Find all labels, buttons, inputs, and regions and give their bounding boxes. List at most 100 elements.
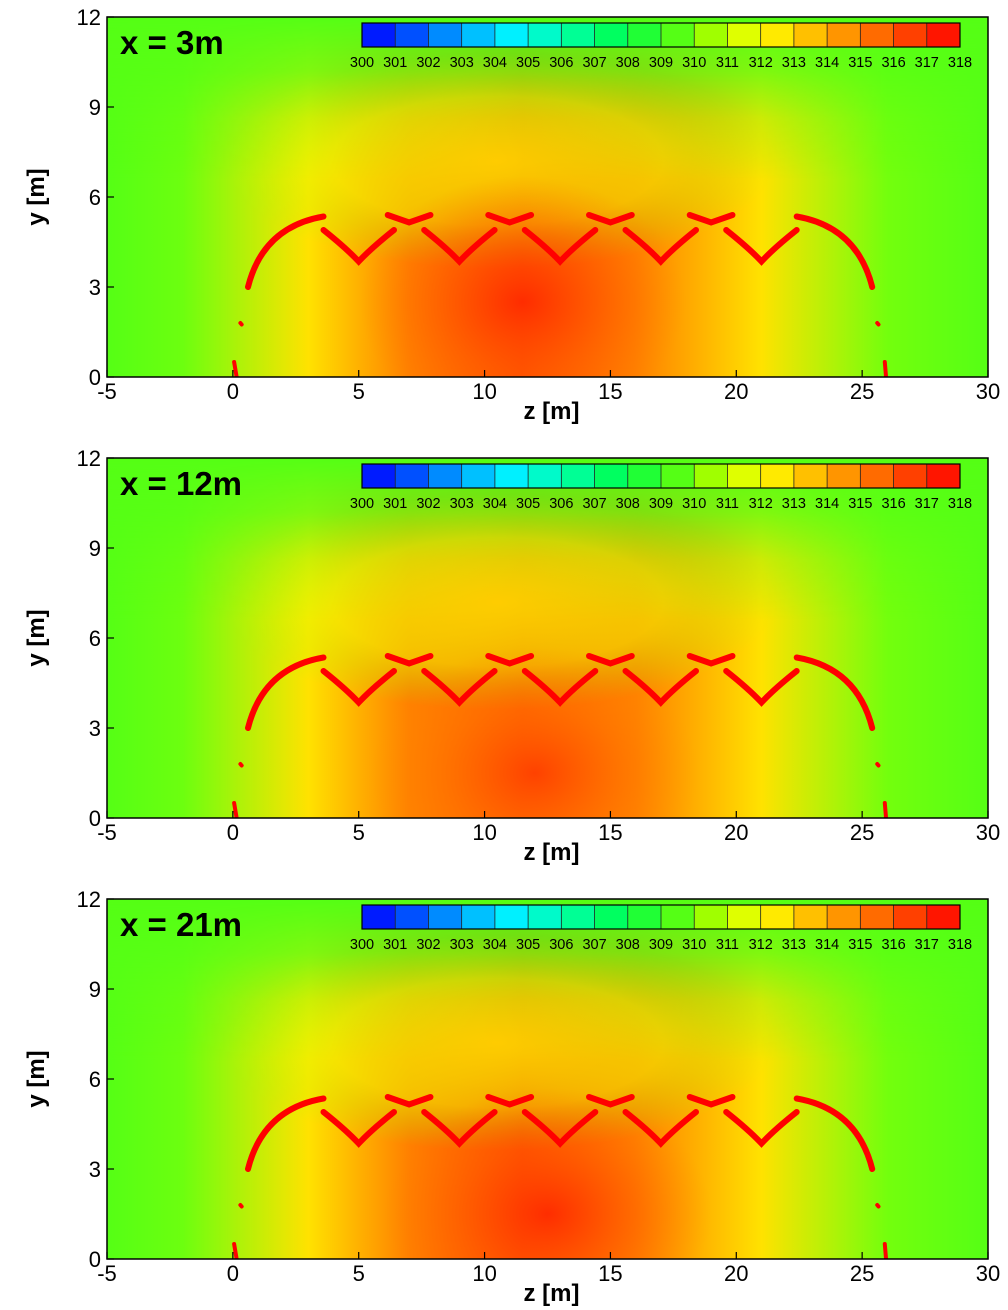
- colorbar-tick-label: 318: [948, 937, 972, 953]
- x-tick-label: 20: [724, 820, 748, 845]
- panel-label: x = 3m: [120, 24, 224, 61]
- structure-outline: [232, 1094, 889, 1259]
- colorbar-segment: [627, 464, 662, 488]
- colorbar-tick-label: 302: [416, 55, 440, 71]
- colorbar-tick-label: 314: [815, 55, 839, 71]
- colorbar-segment: [428, 464, 463, 488]
- colorbar-segment: [727, 23, 762, 47]
- x-axis-label: z [m]: [524, 839, 580, 866]
- colorbar-tick-label: 312: [749, 937, 773, 953]
- x-tick-label: 0: [227, 379, 239, 404]
- colorbar-tick-label: 305: [516, 937, 540, 953]
- colorbar-tick-label: 310: [682, 496, 706, 512]
- colorbar-segment: [926, 464, 961, 488]
- colorbar-tick-label: 300: [350, 55, 374, 71]
- colorbar-tick-label: 301: [383, 496, 407, 512]
- x-tick-label: -5: [97, 820, 117, 845]
- colorbar-segment: [694, 905, 728, 929]
- colorbar-tick-label: 308: [616, 55, 640, 71]
- colorbar-segment: [727, 464, 762, 488]
- colorbar-segment: [395, 905, 429, 929]
- colorbar: 300 301 302 303 304 305 306 307 308 309 310 311 312 3…: [350, 463, 972, 512]
- colorbar-tick-label: 307: [582, 496, 606, 512]
- y-axis-label: y [m]: [23, 1050, 50, 1107]
- colorbar-segment: [494, 464, 529, 488]
- y-tick-label: 6: [89, 185, 101, 210]
- colorbar-tick-label: 310: [682, 55, 706, 71]
- colorbar-tick-label: 304: [483, 937, 507, 953]
- colorbar-tick-label: 313: [782, 937, 806, 953]
- colorbar-tick-label: 312: [749, 496, 773, 512]
- colorbar-segment: [528, 464, 562, 488]
- colorbar-tick-label: 314: [815, 937, 839, 953]
- colorbar-segment: [627, 905, 662, 929]
- y-tick-label: 12: [77, 446, 101, 471]
- y-tick-label: 0: [89, 365, 101, 390]
- temperature-field: [107, 899, 988, 1259]
- x-tick-label: 0: [227, 820, 239, 845]
- colorbar-segment: [694, 464, 728, 488]
- x-tick-label: 10: [472, 379, 496, 404]
- colorbar-segment: [893, 905, 928, 929]
- colorbar-tick-label: 309: [649, 937, 673, 953]
- colorbar-segment: [494, 905, 529, 929]
- x-tick-label: -5: [97, 1261, 117, 1286]
- colorbar-tick-label: 317: [915, 937, 939, 953]
- x-axis-label: z [m]: [524, 398, 580, 425]
- colorbar-segment: [760, 464, 795, 488]
- x-tick-label: 15: [598, 1261, 622, 1286]
- y-tick-label: 12: [77, 887, 101, 912]
- colorbar-segment: [694, 23, 728, 47]
- x-tick-label: 0: [227, 1261, 239, 1286]
- colorbar-segment: [594, 23, 629, 47]
- colorbar: 300 301 302 303 304 305 306 307 308 309 310 311 312 3…: [350, 22, 972, 71]
- colorbar-segment: [727, 905, 762, 929]
- colorbar-segment: [827, 464, 861, 488]
- colorbar-segment: [926, 905, 961, 929]
- y-tick-label: 0: [89, 806, 101, 831]
- colorbar-tick-label: 309: [649, 55, 673, 71]
- colorbar-segment: [661, 905, 695, 929]
- colorbar-tick-label: 305: [516, 55, 540, 71]
- colorbar-tick-label: 308: [616, 937, 640, 953]
- y-tick-label: 6: [89, 1067, 101, 1092]
- colorbar-tick-label: 318: [948, 55, 972, 71]
- colorbar-segment: [561, 905, 596, 929]
- x-tick-label: 25: [850, 820, 874, 845]
- x-tick-label: 30: [976, 379, 1000, 404]
- colorbar-segment: [395, 464, 429, 488]
- colorbar-tick-label: 306: [549, 55, 573, 71]
- colorbar-segment: [860, 464, 895, 488]
- colorbar-segment: [362, 23, 396, 47]
- x-tick-label: -5: [97, 379, 117, 404]
- colorbar-tick-label: 318: [948, 496, 972, 512]
- panel-label: x = 21m: [120, 906, 242, 943]
- colorbar-tick-label: 312: [749, 55, 773, 71]
- colorbar-tick-label: 311: [716, 496, 739, 512]
- colorbar-segment: [428, 23, 463, 47]
- x-tick-label: 5: [353, 379, 365, 404]
- colorbar-segment: [461, 464, 496, 488]
- colorbar-segment: [494, 23, 529, 47]
- colorbar-tick-label: 315: [848, 55, 872, 71]
- x-axis-label: z [m]: [524, 1280, 580, 1307]
- colorbar-tick-label: 314: [815, 496, 839, 512]
- colorbar-segment: [594, 905, 629, 929]
- colorbar-tick-label: 306: [549, 937, 573, 953]
- colorbar-segment: [362, 464, 396, 488]
- x-tick-label: 30: [976, 1261, 1000, 1286]
- colorbar-segment: [793, 905, 828, 929]
- x-tick-label: 25: [850, 1261, 874, 1286]
- colorbar-tick-label: 315: [848, 496, 872, 512]
- colorbar-tick-label: 300: [350, 937, 374, 953]
- colorbar-tick-label: 315: [848, 937, 872, 953]
- colorbar-segment: [926, 23, 961, 47]
- x-tick-label: 30: [976, 820, 1000, 845]
- colorbar-tick-label: 316: [881, 496, 905, 512]
- colorbar-tick-label: 301: [383, 55, 407, 71]
- panel-label: x = 12m: [120, 465, 242, 502]
- temperature-field: [107, 458, 988, 818]
